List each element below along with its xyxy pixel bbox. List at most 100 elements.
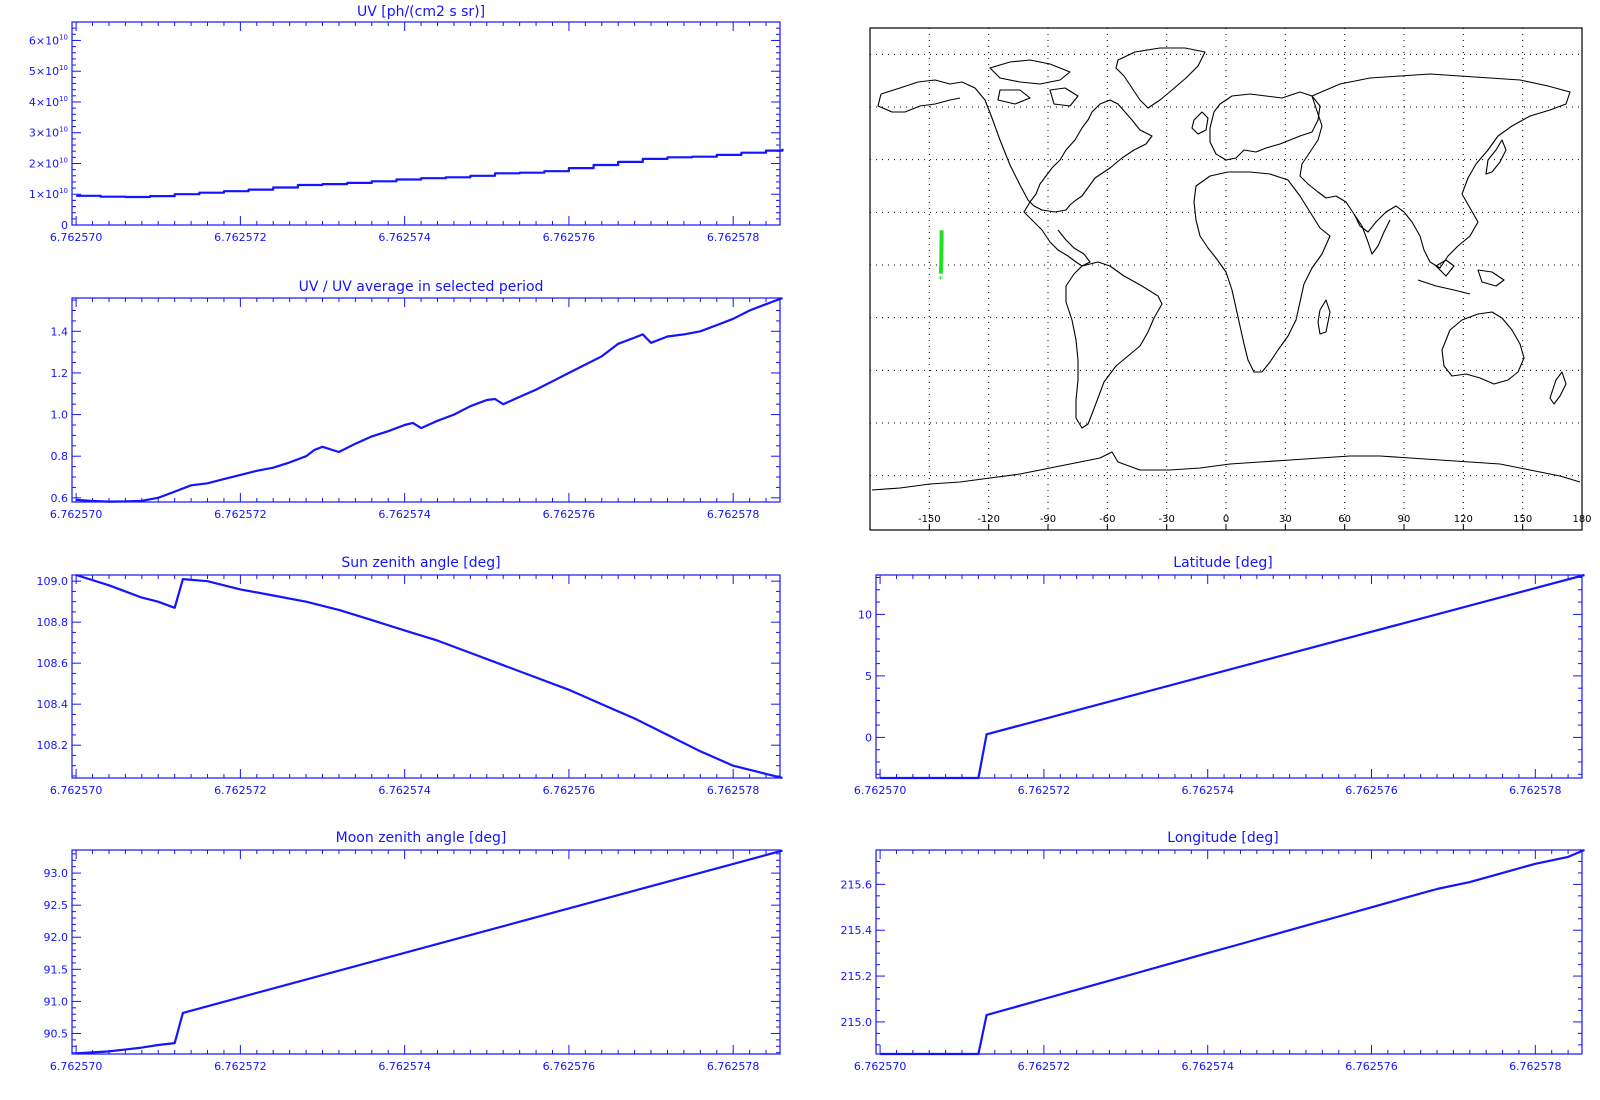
- y-tick-label: 1.2: [51, 367, 69, 380]
- plot-frame: [875, 849, 1583, 1055]
- x-tick-label: 6.762572: [214, 508, 267, 521]
- coast-asia: [1299, 73, 1571, 269]
- y-tick-base: 2×10: [29, 157, 59, 170]
- y-tick-base: 3×10: [29, 127, 59, 140]
- latitude-chart-title: Latitude [deg]: [1173, 555, 1272, 571]
- y-tick-base: 6×10: [29, 34, 59, 47]
- uv-ratio-chart-title: UV / UV average in selected period: [299, 279, 544, 295]
- map-x-tick-label: 30: [1279, 514, 1292, 525]
- map-x-tick-label: 60: [1338, 514, 1351, 525]
- y-tick-label: 0.6: [51, 492, 69, 505]
- y-tick-label: 92.0: [44, 931, 69, 944]
- x-tick-label: 6.762574: [378, 1060, 431, 1073]
- coast-australia: [1441, 311, 1525, 385]
- map-x-tick-label: 0: [1223, 514, 1229, 525]
- x-tick-label: 6.762570: [854, 784, 907, 797]
- y-tick-label: 6×1010: [29, 33, 68, 47]
- plot-frame: [71, 21, 781, 226]
- y-tick-label: 91.0: [44, 995, 69, 1008]
- y-tick-label: 215.6: [841, 878, 873, 891]
- x-tick-label: 6.762576: [543, 1060, 596, 1073]
- uv-ratio-panel: UV / UV average in selected period 6.762…: [50, 279, 783, 521]
- y-tick-label: 4×1010: [29, 95, 68, 109]
- x-tick-label: 6.762576: [1345, 784, 1398, 797]
- x-tick-label: 6.762576: [543, 231, 596, 244]
- longitude-axes: 6.762570 6.762572 6.762574 6.762576 6.762578…: [841, 849, 1583, 1073]
- map-x-tick-label: -120: [977, 514, 1000, 525]
- plot-frame: [71, 574, 781, 779]
- x-tick-label: 6.762578: [707, 784, 760, 797]
- satellite-track: *: [938, 230, 944, 286]
- y-tick-label: 90.5: [44, 1027, 69, 1040]
- uv-panel: UV [ph/(cm2 s sr)] 6.762570 6.762572 6.762…: [29, 4, 784, 244]
- coast-europe: [1209, 91, 1321, 161]
- x-tick-label: 6.762572: [1018, 1060, 1071, 1073]
- y-tick-exponent: 10: [59, 187, 68, 195]
- coast-arctic-islands: [989, 59, 1079, 107]
- y-tick-label: 2×1010: [29, 156, 68, 170]
- x-tick-label: 6.762570: [50, 784, 103, 797]
- uv-ratio-line: [76, 296, 783, 503]
- track-line: [938, 230, 944, 274]
- y-tick-label: 3×1010: [29, 126, 68, 140]
- y-tick-base: 1×10: [29, 188, 59, 201]
- sun-zenith-series: [75, 573, 783, 780]
- uv-line: [76, 148, 784, 199]
- latitude-line: [880, 573, 1585, 780]
- coast-greenland: [1115, 47, 1206, 109]
- y-tick-label: 5×1010: [29, 64, 68, 78]
- moon-zenith-series: [76, 849, 783, 1055]
- x-tick-label: 6.762576: [543, 508, 596, 521]
- x-tick-label: 6.762578: [1509, 1060, 1562, 1073]
- map-x-tick-label: -30: [1158, 514, 1174, 525]
- latitude-axes: 6.762570 6.762572 6.762574 6.762576 6.762578…: [854, 574, 1583, 797]
- y-tick-label: 5: [865, 670, 872, 683]
- plot-frame: [875, 574, 1583, 779]
- coast-madagascar: [1317, 299, 1331, 335]
- coast-japan: [1485, 139, 1507, 175]
- y-tick-label: 215.0: [841, 1016, 873, 1029]
- x-tick-label: 6.762572: [214, 784, 267, 797]
- map-coastlines: [871, 47, 1581, 491]
- latitude-series: [880, 573, 1585, 780]
- uv-series: [76, 148, 784, 199]
- x-tick-label: 6.762570: [50, 1060, 103, 1073]
- y-tick-label: 91.5: [44, 963, 69, 976]
- x-tick-label: 6.762574: [1181, 1060, 1234, 1073]
- coast-north-america: [880, 79, 1153, 213]
- track-start-marker: *: [938, 275, 943, 286]
- x-tick-label: 6.762570: [50, 231, 103, 244]
- y-tick-exponent: 10: [59, 33, 68, 41]
- coast-india: [1353, 213, 1391, 255]
- y-tick-exponent: 10: [59, 95, 68, 103]
- map-frame: [869, 27, 1583, 531]
- y-tick-label: 0: [865, 731, 872, 744]
- sun-zenith-axes: 6.762570 6.762572 6.762574 6.762576 6.762578…: [37, 574, 781, 797]
- map-x-tick-label: -150: [918, 514, 941, 525]
- x-tick-label: 6.762570: [50, 508, 103, 521]
- x-tick-label: 6.762576: [1345, 1060, 1398, 1073]
- x-tick-label: 6.762570: [854, 1060, 907, 1073]
- x-tick-label: 6.762578: [707, 508, 760, 521]
- y-tick-base: 5×10: [29, 65, 59, 78]
- moon-zenith-panel: Moon zenith angle [deg] 6.762570 6.762572…: [44, 830, 783, 1073]
- world-map-panel: -150 -120 -90 -60 -30 0 30 60 90 120 150 180 *: [869, 27, 1592, 531]
- x-tick-label: 6.762574: [378, 508, 431, 521]
- map-x-tick-label: 90: [1398, 514, 1411, 525]
- y-tick-label: 215.2: [841, 970, 873, 983]
- x-tick-label: 6.762578: [707, 231, 760, 244]
- y-tick-label: 109.0: [37, 575, 69, 588]
- x-tick-label: 6.762578: [707, 1060, 760, 1073]
- y-tick-label: 108.8: [37, 616, 69, 629]
- y-tick-exponent: 10: [59, 156, 68, 164]
- sun-zenith-chart-title: Sun zenith angle [deg]: [341, 555, 500, 571]
- map-x-tick-label: 180: [1572, 514, 1591, 525]
- coast-south-america: [1065, 261, 1163, 429]
- coast-central-america: [1023, 201, 1091, 267]
- coast-alaska: [877, 93, 961, 113]
- uv-axes: 6.762570 6.762572 6.762574 6.762576 6.762578…: [29, 21, 781, 244]
- map-x-tick-label: -60: [1099, 514, 1115, 525]
- x-tick-label: 6.762578: [1509, 784, 1562, 797]
- y-tick-label: 0.8: [51, 450, 69, 463]
- y-tick-label: 108.2: [37, 739, 69, 752]
